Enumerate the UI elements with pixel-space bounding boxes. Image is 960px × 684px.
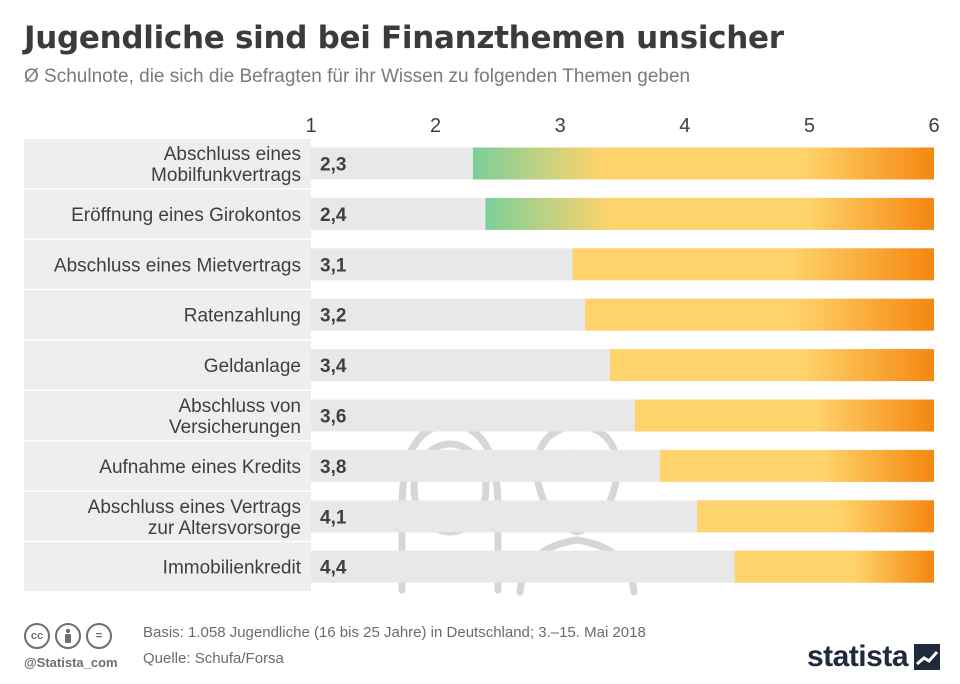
statista-brand[interactable]: statista	[807, 640, 940, 674]
x-tick-label: 4	[679, 115, 690, 137]
row-band	[24, 391, 311, 440]
bar	[634, 399, 934, 432]
category-label: Abschluss eines Mietvertrags	[54, 255, 301, 276]
category-label: Versicherungen	[169, 417, 301, 438]
footer-basis: Basis: 1.058 Jugendliche (16 bis 25 Jahr…	[143, 624, 646, 641]
row-band	[24, 139, 311, 188]
row-band	[24, 441, 311, 491]
x-tick-label: 2	[430, 115, 441, 137]
data-label: 3,2	[320, 306, 346, 327]
row-band	[24, 542, 311, 592]
statista-logo-icon	[914, 644, 940, 670]
category-label: Abschluss von	[178, 396, 301, 417]
data-label: 3,4	[320, 356, 347, 377]
data-label: 2,3	[320, 155, 346, 176]
bar	[585, 298, 934, 331]
data-label: 2,4	[320, 205, 347, 226]
row-band	[24, 239, 311, 289]
bar-row: 4,4 Immobilienkredit	[24, 542, 934, 592]
cc-icon[interactable]: cc	[24, 623, 50, 649]
attribution-icon[interactable]	[55, 623, 81, 649]
category-label: Mobilfunkvertrags	[151, 165, 301, 186]
bar-row: 2,4 Eröffnung eines Girokontos	[24, 189, 934, 239]
row-band	[24, 491, 311, 541]
row-band	[24, 189, 311, 239]
category-label: zur Altersvorsorge	[148, 518, 301, 539]
x-tick-label: 1	[305, 115, 316, 137]
bar	[734, 550, 934, 583]
license-icons: cc =	[24, 623, 112, 649]
bar-row: 3,1 Abschluss eines Mietvertrags	[24, 239, 934, 289]
bar-row: 3,2 Ratenzahlung	[24, 290, 934, 340]
category-label: Immobilienkredit	[163, 558, 302, 579]
bar-row: 3,4 Geldanlage	[24, 340, 934, 390]
x-tick-label: 3	[555, 115, 566, 137]
data-label: 3,1	[320, 255, 347, 276]
x-tick-label: 6	[928, 115, 939, 137]
statista-handle[interactable]: @Statista_com	[24, 655, 118, 670]
category-label: Geldanlage	[204, 356, 301, 377]
x-tick-label: 5	[804, 115, 815, 137]
chart-subtitle: Ø Schulnote, die sich die Befragten für …	[24, 66, 691, 87]
category-label: Ratenzahlung	[184, 306, 301, 327]
no-derivatives-icon[interactable]: =	[86, 623, 112, 649]
bar	[572, 248, 934, 281]
data-label: 3,8	[320, 457, 346, 478]
bar	[485, 197, 934, 230]
chart-title: Jugendliche sind bei Finanzthemen unsich…	[24, 20, 784, 56]
data-label: 4,4	[320, 558, 347, 579]
row-band	[24, 290, 311, 340]
category-label: Aufnahme eines Kredits	[99, 457, 301, 478]
category-label: Eröffnung eines Girokontos	[71, 205, 301, 226]
bar	[610, 349, 934, 382]
bar	[697, 500, 934, 533]
data-label: 3,6	[320, 407, 346, 428]
bar	[472, 147, 934, 180]
row-band	[24, 340, 311, 390]
statista-wordmark: statista	[806, 640, 909, 673]
bar	[659, 449, 934, 482]
data-label: 4,1	[320, 507, 347, 528]
category-label: Abschluss eines Vertrags	[88, 497, 301, 518]
footer-source: Quelle: Schufa/Forsa	[143, 650, 284, 667]
category-label: Abschluss eines	[164, 144, 301, 165]
bar-row: 3,8 Aufnahme eines Kredits	[24, 441, 934, 491]
